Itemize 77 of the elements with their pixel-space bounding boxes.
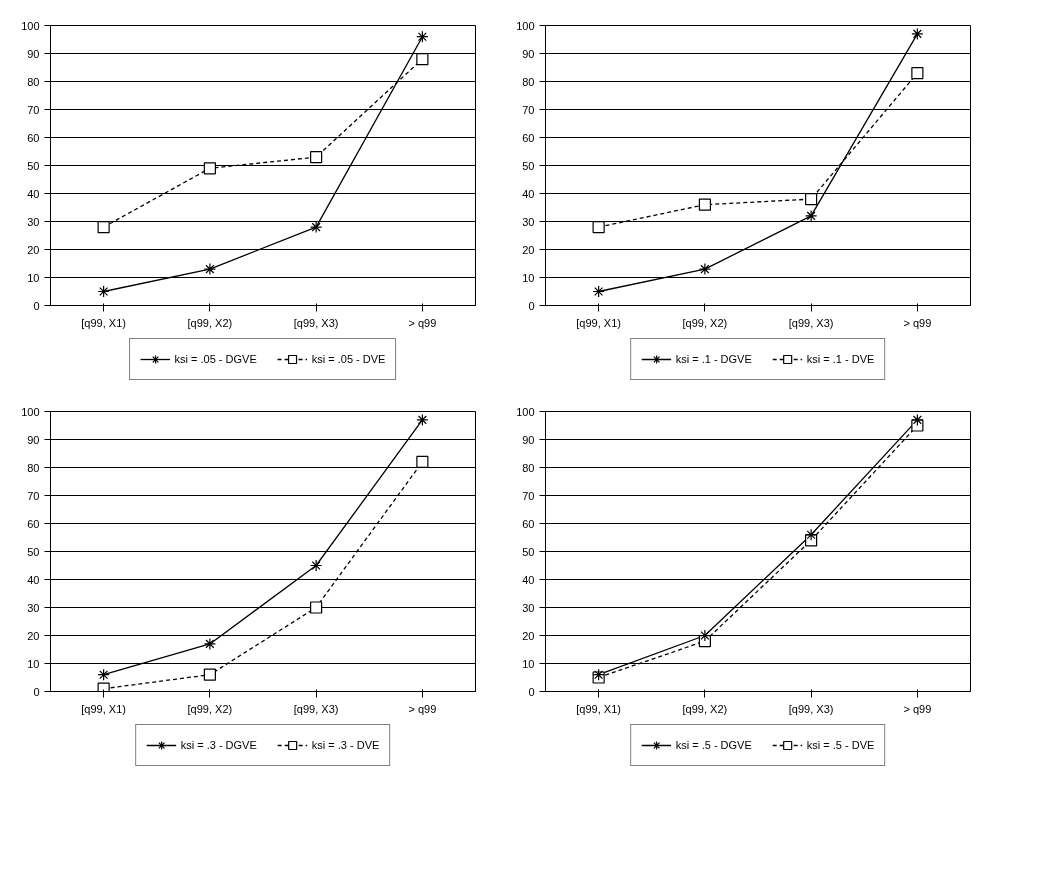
y-tick-label: 70	[27, 103, 40, 116]
point	[911, 27, 924, 40]
y-tick-label: 100	[516, 405, 535, 418]
y-tick-label: 80	[522, 75, 535, 88]
legend-label: ksi = .1 - DVE	[806, 352, 875, 365]
y-tick-label: 50	[522, 545, 535, 558]
legend-label: ksi = .05 - DGVE	[174, 352, 257, 365]
y-tick-label: 60	[27, 517, 40, 530]
y-tick-label: 40	[522, 573, 535, 586]
legend-label: ksi = .3 - DGVE	[180, 738, 257, 751]
x-tick-label: [q99, X1)	[81, 702, 126, 715]
y-tick-label: 20	[27, 243, 40, 256]
x-tick-label: [q99, X3)	[293, 316, 339, 329]
point	[97, 682, 110, 692]
y-tick-label: 10	[27, 657, 40, 670]
y-tick-label: 0	[528, 299, 535, 312]
y-tick-label: 30	[27, 601, 40, 614]
y-tick-label: 10	[27, 271, 40, 284]
x-tick-label: [q99, X1)	[81, 316, 126, 329]
x-tick-label: > q99	[408, 316, 437, 329]
x-tick-label: [q99, X2)	[682, 702, 728, 715]
x-tick-label: [q99, X1)	[576, 316, 621, 329]
point	[97, 285, 110, 298]
x-tick-label: > q99	[903, 702, 932, 715]
point	[592, 285, 605, 298]
point	[203, 668, 216, 681]
y-tick-label: 100	[21, 19, 40, 32]
y-tick-label: 100	[516, 19, 535, 32]
x-tick-label: > q99	[408, 702, 437, 715]
legend-label: ksi = .05 - DVE	[311, 352, 386, 365]
y-tick-label: 20	[27, 629, 40, 642]
point	[911, 413, 924, 426]
y-tick-label: 100	[21, 405, 40, 418]
point	[97, 668, 110, 681]
x-tick-label: [q99, X3)	[788, 316, 834, 329]
y-tick-label: 10	[522, 271, 535, 284]
y-tick-label: 60	[522, 131, 535, 144]
y-tick-label: 0	[33, 685, 40, 698]
x-tick-label: [q99, X2)	[187, 702, 233, 715]
y-tick-label: 80	[522, 461, 535, 474]
y-tick-label: 60	[522, 517, 535, 530]
x-tick-label: [q99, X2)	[682, 316, 728, 329]
y-tick-label: 90	[522, 47, 535, 60]
y-tick-label: 30	[27, 215, 40, 228]
legend-label: ksi = .1 - DGVE	[675, 352, 752, 365]
legend-label: ksi = .3 - DVE	[311, 738, 380, 751]
x-tick-label: [q99, X3)	[293, 702, 339, 715]
legend-label: ksi = .5 - DGVE	[675, 738, 752, 751]
y-tick-label: 70	[27, 489, 40, 502]
y-tick-label: 0	[528, 685, 535, 698]
y-tick-label: 50	[522, 159, 535, 172]
y-tick-label: 70	[522, 103, 535, 116]
y-tick-label: 60	[27, 131, 40, 144]
y-tick-label: 80	[27, 461, 40, 474]
y-tick-label: 30	[522, 215, 535, 228]
x-tick-label: [q99, X3)	[788, 702, 834, 715]
y-tick-label: 90	[27, 433, 40, 446]
x-tick-label: [q99, X2)	[187, 316, 233, 329]
y-tick-label: 0	[33, 299, 40, 312]
y-tick-label: 70	[522, 489, 535, 502]
y-tick-label: 90	[27, 47, 40, 60]
y-tick-label: 40	[522, 187, 535, 200]
y-tick-label: 40	[27, 187, 40, 200]
legend-label: ksi = .5 - DVE	[806, 738, 875, 751]
point	[416, 413, 429, 426]
y-tick-label: 30	[522, 601, 535, 614]
x-tick-label: > q99	[903, 316, 932, 329]
y-tick-label: 90	[522, 433, 535, 446]
y-tick-label: 10	[522, 657, 535, 670]
y-tick-label: 50	[27, 545, 40, 558]
y-tick-label: 40	[27, 573, 40, 586]
point	[416, 30, 429, 43]
y-tick-label: 20	[522, 629, 535, 642]
x-tick-label: [q99, X1)	[576, 702, 621, 715]
y-tick-label: 50	[27, 159, 40, 172]
y-tick-label: 80	[27, 75, 40, 88]
y-tick-label: 20	[522, 243, 535, 256]
